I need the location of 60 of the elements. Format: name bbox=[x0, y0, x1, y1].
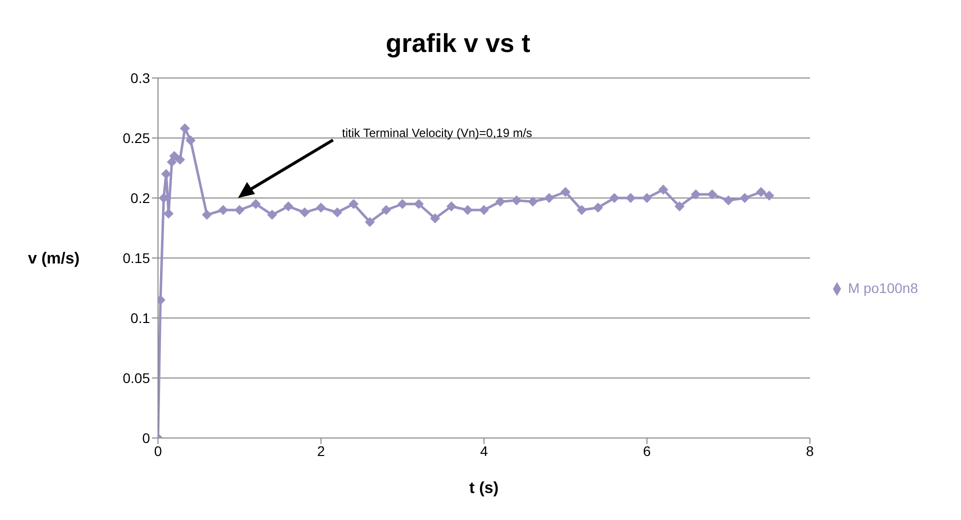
x-tick-label: 8 bbox=[806, 442, 814, 459]
x-tick-label: 6 bbox=[643, 442, 652, 459]
chart-title: grafik v vs t bbox=[384, 28, 532, 59]
y-tick-label: 0 bbox=[142, 430, 150, 446]
point bbox=[381, 205, 392, 215]
point bbox=[512, 195, 522, 206]
point bbox=[740, 193, 750, 203]
point bbox=[576, 205, 587, 215]
point bbox=[364, 217, 375, 227]
point bbox=[161, 169, 172, 179]
point bbox=[332, 207, 342, 218]
y-tick-label: 0.25 bbox=[122, 130, 150, 146]
x-tick-label: 4 bbox=[480, 442, 488, 459]
point bbox=[446, 201, 456, 212]
point bbox=[707, 189, 718, 200]
point bbox=[164, 208, 174, 219]
x-tick-label: 2 bbox=[317, 442, 326, 459]
y-tick-label: 0.3 bbox=[130, 70, 150, 86]
point bbox=[175, 154, 186, 165]
y-axis-title: v (m/s) bbox=[28, 250, 80, 268]
point bbox=[658, 184, 668, 195]
point bbox=[528, 196, 538, 207]
point bbox=[609, 193, 620, 203]
point bbox=[478, 205, 489, 215]
point bbox=[430, 213, 440, 224]
point bbox=[218, 205, 228, 215]
point bbox=[723, 195, 734, 206]
x-tick-label: 0 bbox=[154, 442, 162, 459]
point bbox=[202, 210, 212, 220]
point bbox=[234, 205, 244, 215]
annotation: titik Terminal Velocity (Vn)=0,19 m/s bbox=[342, 126, 532, 140]
y-tick-label: 0.15 bbox=[122, 250, 150, 266]
point bbox=[593, 202, 604, 213]
point bbox=[348, 199, 359, 209]
point bbox=[267, 210, 278, 220]
point bbox=[544, 193, 554, 203]
y-tick-label: 0.1 bbox=[130, 310, 150, 326]
point bbox=[186, 135, 196, 146]
legend-label: M po100n8 bbox=[848, 280, 918, 296]
point bbox=[283, 201, 294, 212]
y-tick-label: 0.2 bbox=[130, 190, 150, 206]
point bbox=[560, 187, 570, 197]
point bbox=[316, 202, 326, 213]
point bbox=[397, 199, 408, 209]
y-tick-label: 0.05 bbox=[122, 370, 150, 386]
point bbox=[674, 201, 685, 212]
point bbox=[462, 205, 473, 215]
point bbox=[180, 123, 190, 134]
point bbox=[250, 199, 261, 209]
point bbox=[414, 199, 424, 209]
point bbox=[756, 187, 766, 197]
point bbox=[642, 193, 652, 203]
point bbox=[169, 151, 180, 161]
point bbox=[626, 193, 636, 203]
point bbox=[166, 157, 177, 167]
point bbox=[300, 207, 310, 218]
point bbox=[495, 196, 506, 207]
point bbox=[764, 190, 774, 201]
x-axis-title: t (s) bbox=[469, 480, 499, 497]
point bbox=[690, 189, 701, 200]
